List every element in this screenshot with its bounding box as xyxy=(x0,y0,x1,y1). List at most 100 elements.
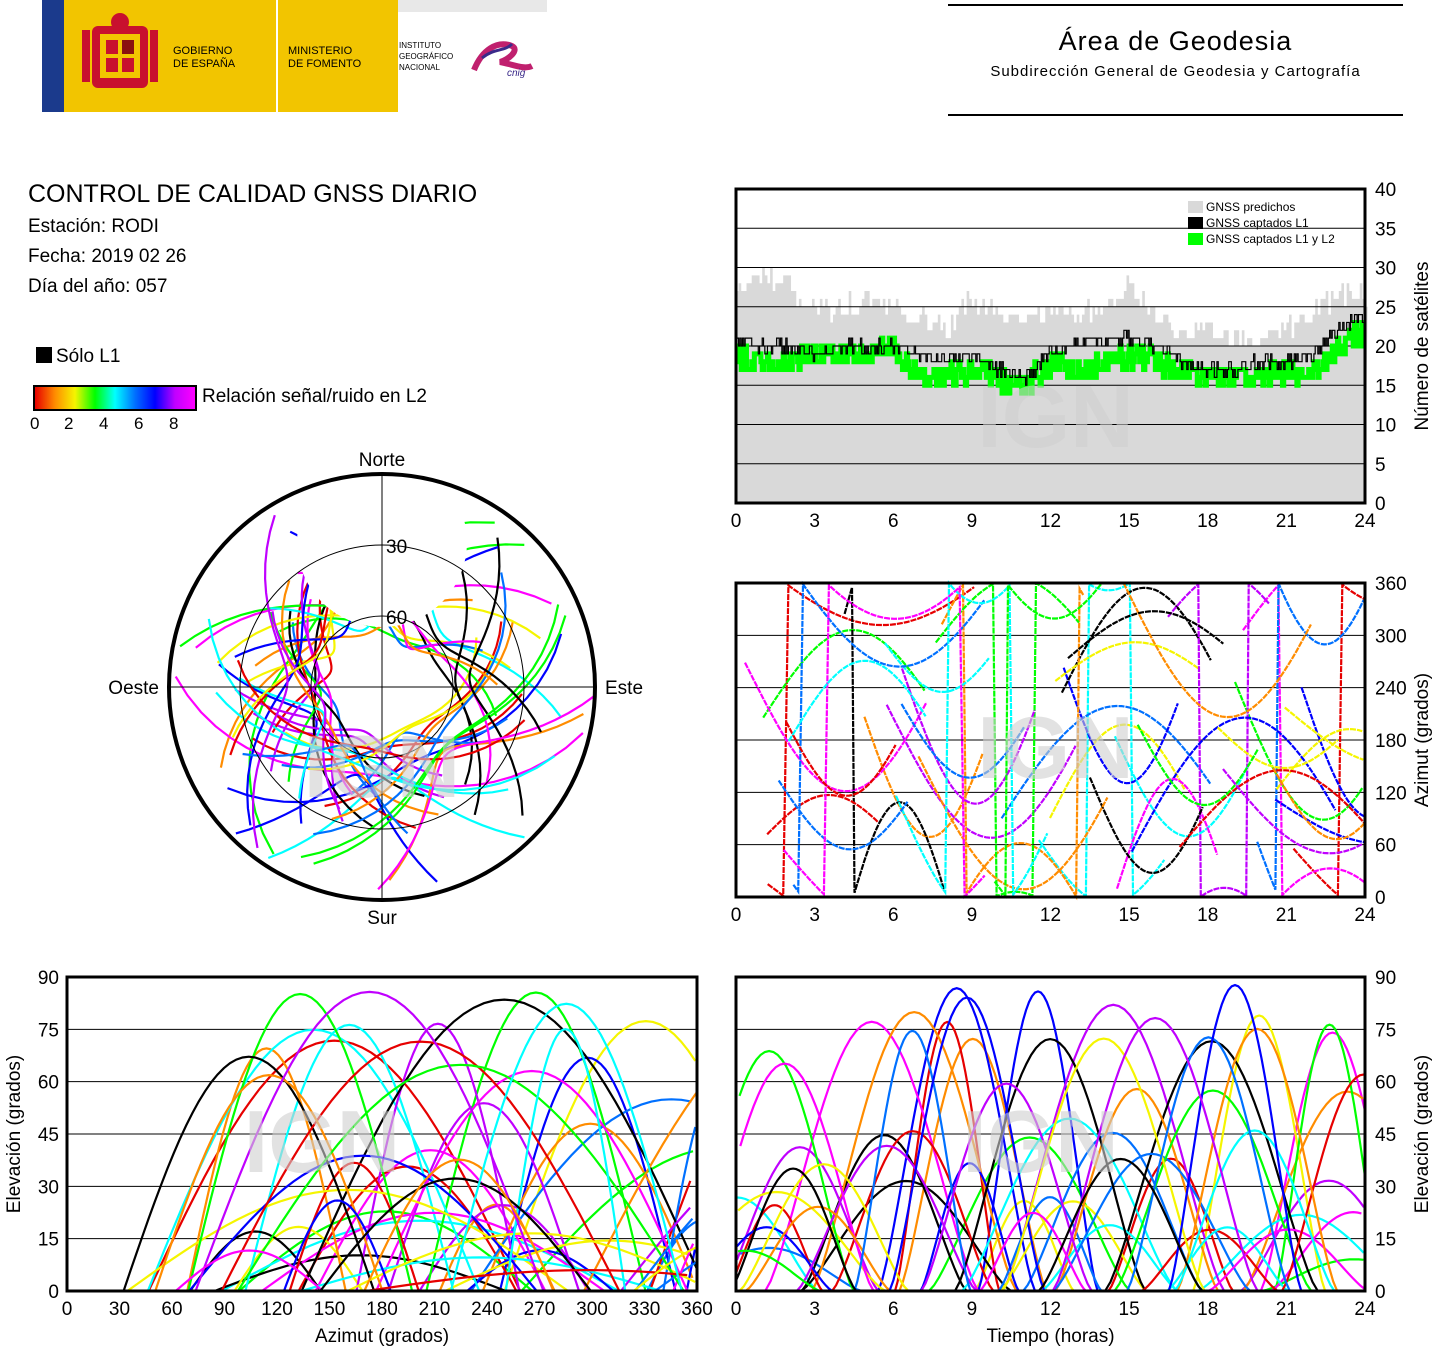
satellite-track xyxy=(662,1126,697,1292)
satellite-track xyxy=(954,1037,1147,1292)
satellite-track xyxy=(1274,798,1365,844)
x-tick-label: 180 xyxy=(366,1299,398,1320)
x-tick-label: 90 xyxy=(214,1299,235,1320)
satellite-track xyxy=(900,703,1026,779)
satellite-track xyxy=(762,628,926,719)
satellite-track xyxy=(1242,582,1366,898)
ministry-line1: MINISTERIO xyxy=(288,45,353,57)
satellite-track xyxy=(300,998,698,1292)
x-tick-label: 0 xyxy=(731,905,742,926)
satellite-track xyxy=(214,1254,507,1293)
satellite-track xyxy=(1130,716,1337,853)
satellite-track xyxy=(766,793,879,836)
x-tick-label: 12 xyxy=(1040,511,1061,532)
skyplot-chart xyxy=(167,457,597,902)
satellite-track xyxy=(154,1073,384,1292)
satellite-track xyxy=(1222,768,1364,855)
x-tick-label: 24 xyxy=(1354,511,1376,532)
x-tick-label: 30 xyxy=(109,1299,130,1320)
x-tick-label: 15 xyxy=(1119,1299,1140,1320)
satellite-track xyxy=(1256,582,1365,891)
satellite-track xyxy=(174,1249,324,1292)
satellite-track xyxy=(235,773,438,883)
x-tick-label: 210 xyxy=(419,1299,451,1320)
y-tick-label: 35 xyxy=(1375,219,1396,240)
satellite-track xyxy=(888,996,1046,1292)
east-label: Este xyxy=(605,678,643,699)
x-tick-label: 3 xyxy=(809,511,820,532)
satellite-track xyxy=(452,546,482,816)
satellite-track xyxy=(1167,983,1303,1292)
satellite-track xyxy=(520,1150,694,1292)
ign-watermark: IGN xyxy=(304,717,460,816)
only-l1-legend: Sólo L1 xyxy=(36,346,120,368)
y-tick-label: 15 xyxy=(1375,1230,1396,1251)
west-label: Oeste xyxy=(108,678,159,699)
x-tick-label: 0 xyxy=(62,1299,73,1320)
satellite-track xyxy=(1054,641,1200,682)
y-axis-label: Número de satélites xyxy=(1412,262,1433,431)
cnig-logo-icon: cnig xyxy=(471,41,534,79)
satellite-track xyxy=(1122,582,1312,719)
x-tick-label: 9 xyxy=(967,905,978,926)
report-date: Fecha: 2019 02 26 xyxy=(28,246,187,267)
satellite-track xyxy=(233,1225,364,1292)
y-tick-label: 10 xyxy=(1375,416,1396,437)
legend-entry: GNSS captados L1 y L2 xyxy=(1206,232,1335,246)
gov-name-line1: GOBIERNO xyxy=(173,45,233,57)
south-label: Sur xyxy=(367,908,397,929)
x-tick-label: 15 xyxy=(1119,905,1140,926)
satellite-track xyxy=(744,662,928,793)
satellite-track xyxy=(375,1069,689,1292)
satellite-track xyxy=(1167,581,1270,899)
institute-line3: NACIONAL xyxy=(399,63,440,72)
satellite-track xyxy=(633,1246,697,1292)
legend-swatch xyxy=(1188,201,1203,213)
snr-tick: 0 xyxy=(30,414,40,433)
satellite-track xyxy=(1052,1152,1251,1292)
x-axis-label: Azimut (grados) xyxy=(315,1326,449,1347)
satellite-track xyxy=(739,1062,875,1292)
x-tick-label: 6 xyxy=(888,511,899,532)
satellite-track xyxy=(300,1256,662,1293)
satellite-track xyxy=(894,580,1049,898)
satellite-track xyxy=(122,1055,376,1292)
satellite-track xyxy=(187,992,414,1292)
y-tick-label: 0 xyxy=(1375,1282,1386,1303)
satellite-track xyxy=(1240,1179,1365,1292)
satellite-track xyxy=(1088,777,1204,875)
x-tick-label: 6 xyxy=(888,905,899,926)
satellite-track xyxy=(271,589,333,734)
satellite-track xyxy=(739,1246,863,1293)
x-tick-label: 0 xyxy=(731,1299,742,1320)
satellite-track xyxy=(269,573,321,772)
satellite-track xyxy=(920,1082,1093,1292)
x-tick-label: 330 xyxy=(629,1299,661,1320)
day-of-year: Día del año: 057 xyxy=(28,276,168,297)
satellite-track xyxy=(449,1002,683,1292)
x-tick-label: 21 xyxy=(1276,1299,1297,1320)
y-tick-label: 45 xyxy=(38,1125,59,1146)
y-tick-label: 15 xyxy=(38,1230,59,1251)
institute-line1: INSTITUTO xyxy=(399,41,441,50)
satellite-track xyxy=(885,704,1077,839)
satellite-track xyxy=(1197,1213,1365,1292)
azimuth-time-chart xyxy=(736,580,1366,901)
satellite-track xyxy=(998,1200,1148,1292)
area-title: Área de Geodesia xyxy=(1058,26,1293,56)
satellite-track xyxy=(737,1249,821,1293)
y-tick-label: 60 xyxy=(38,1073,59,1094)
only-l1-label: Sólo L1 xyxy=(56,346,121,367)
area-subtitle: Subdirección General de Geodesia y Carto… xyxy=(990,63,1361,80)
satellite-track xyxy=(1054,1087,1220,1292)
satellite-track xyxy=(244,1023,455,1292)
report-title: CONTROL DE CALIDAD GNSS DIARIO xyxy=(28,180,478,208)
satellite-count-chart-border xyxy=(734,187,1367,505)
elevation-time-chart xyxy=(735,977,1367,1293)
satellite-track xyxy=(634,1217,694,1292)
satellite-track xyxy=(207,618,556,792)
ign-watermark: IGN xyxy=(977,698,1133,797)
y-axis-label: Elevación (grados) xyxy=(1412,1055,1433,1213)
elevation-azimuth-chart xyxy=(67,977,698,1293)
